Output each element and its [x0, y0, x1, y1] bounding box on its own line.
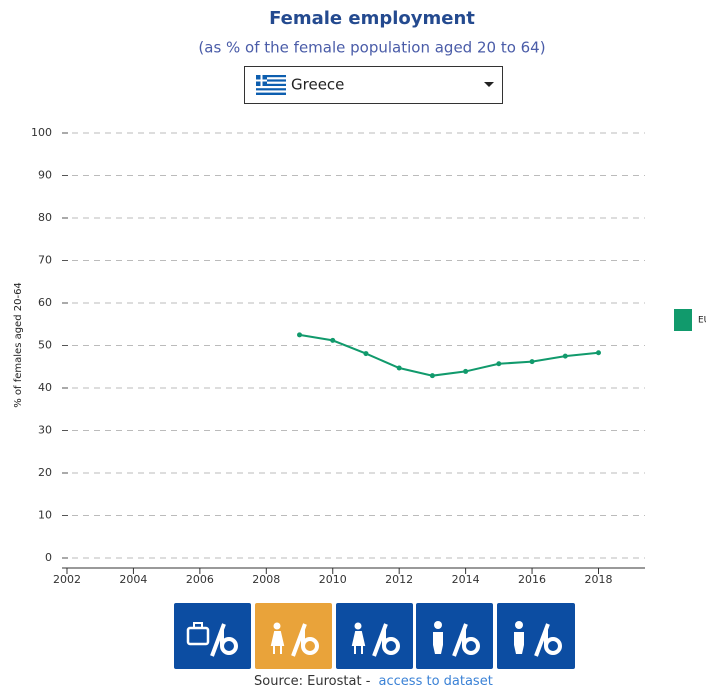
- y-tick-label: 30: [38, 424, 52, 437]
- dropdown-box[interactable]: [244, 66, 503, 104]
- data-point: [429, 373, 435, 379]
- series-line: [299, 333, 599, 377]
- y-tick-label: 60: [38, 296, 52, 309]
- data-point: [396, 365, 402, 371]
- indicator-button[interactable]: [416, 603, 493, 669]
- data-point: [297, 332, 303, 338]
- legend-label: EU: [698, 316, 706, 326]
- data-point: [595, 350, 601, 356]
- indicator-button[interactable]: [336, 603, 413, 669]
- data-point: [463, 368, 469, 374]
- y-tick-label: 100: [31, 126, 52, 139]
- indicator-button[interactable]: [497, 603, 575, 669]
- y-tick-label: 0: [45, 551, 52, 564]
- x-tick-label: 2016: [518, 573, 546, 586]
- data-point: [363, 351, 369, 357]
- dataset-link[interactable]: access to dataset: [379, 674, 493, 689]
- button-bar: [174, 603, 575, 669]
- flag: [256, 75, 286, 95]
- data-point: [330, 337, 336, 343]
- data-point: [562, 353, 568, 359]
- source-line: Source: Eurostat - access to dataset: [254, 674, 493, 689]
- title: Female employment: [269, 8, 475, 29]
- x-tick-label: 2010: [319, 573, 347, 586]
- data-point: [529, 359, 535, 365]
- x-tick-label: 2008: [252, 573, 280, 586]
- legend-swatch: [674, 309, 692, 331]
- source-text: Source: Eurostat -: [254, 674, 371, 689]
- x-tick-label: 2012: [385, 573, 413, 586]
- y-tick-label: 50: [38, 339, 52, 352]
- x-tick-label: 2006: [186, 573, 214, 586]
- x-tick-label: 2002: [53, 573, 81, 586]
- data-point: [496, 361, 502, 367]
- dropdown-caret: [484, 82, 494, 87]
- y-tick-label: 40: [38, 381, 52, 394]
- y-axis-label: % of females aged 20-64: [13, 282, 24, 408]
- y-tick-label: 20: [38, 466, 52, 479]
- y-tick-label: 10: [38, 509, 52, 522]
- x-tick-label: 2018: [584, 573, 612, 586]
- y-tick-label: 80: [38, 211, 52, 224]
- chart: 0 10 20 30 40 50 60 70 80 90 100 2002 2004 2006 2008 20…: [13, 126, 706, 586]
- y-tick-label: 70: [38, 254, 52, 267]
- indicator-button-active[interactable]: [255, 603, 332, 669]
- dropdown[interactable]: Greece: [244, 66, 503, 104]
- x-tick-label: 2014: [452, 573, 480, 586]
- indicator-button[interactable]: [174, 603, 251, 669]
- x-tick-label: 2004: [119, 573, 147, 586]
- y-tick-label: 90: [38, 169, 52, 182]
- subtitle: (as % of the female population aged 20 t…: [198, 39, 545, 57]
- dropdown-value: Greece: [291, 76, 344, 94]
